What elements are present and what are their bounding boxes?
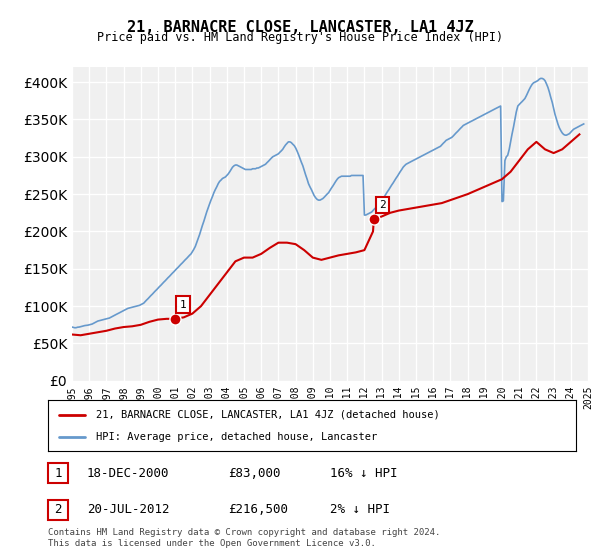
Text: £83,000: £83,000 xyxy=(228,466,281,480)
Text: £216,500: £216,500 xyxy=(228,503,288,516)
Text: 1: 1 xyxy=(55,466,62,480)
Text: 2: 2 xyxy=(55,503,62,516)
Text: HPI: Average price, detached house, Lancaster: HPI: Average price, detached house, Lanc… xyxy=(95,432,377,442)
Text: Price paid vs. HM Land Registry's House Price Index (HPI): Price paid vs. HM Land Registry's House … xyxy=(97,31,503,44)
Text: 18-DEC-2000: 18-DEC-2000 xyxy=(87,466,170,480)
Text: 1: 1 xyxy=(179,300,187,310)
Text: 2: 2 xyxy=(379,200,386,210)
Text: 21, BARNACRE CLOSE, LANCASTER, LA1 4JZ (detached house): 21, BARNACRE CLOSE, LANCASTER, LA1 4JZ (… xyxy=(95,409,439,419)
Text: 2% ↓ HPI: 2% ↓ HPI xyxy=(330,503,390,516)
Text: 16% ↓ HPI: 16% ↓ HPI xyxy=(330,466,398,480)
Text: 20-JUL-2012: 20-JUL-2012 xyxy=(87,503,170,516)
Text: Contains HM Land Registry data © Crown copyright and database right 2024.
This d: Contains HM Land Registry data © Crown c… xyxy=(48,528,440,548)
Text: 21, BARNACRE CLOSE, LANCASTER, LA1 4JZ: 21, BARNACRE CLOSE, LANCASTER, LA1 4JZ xyxy=(127,20,473,35)
